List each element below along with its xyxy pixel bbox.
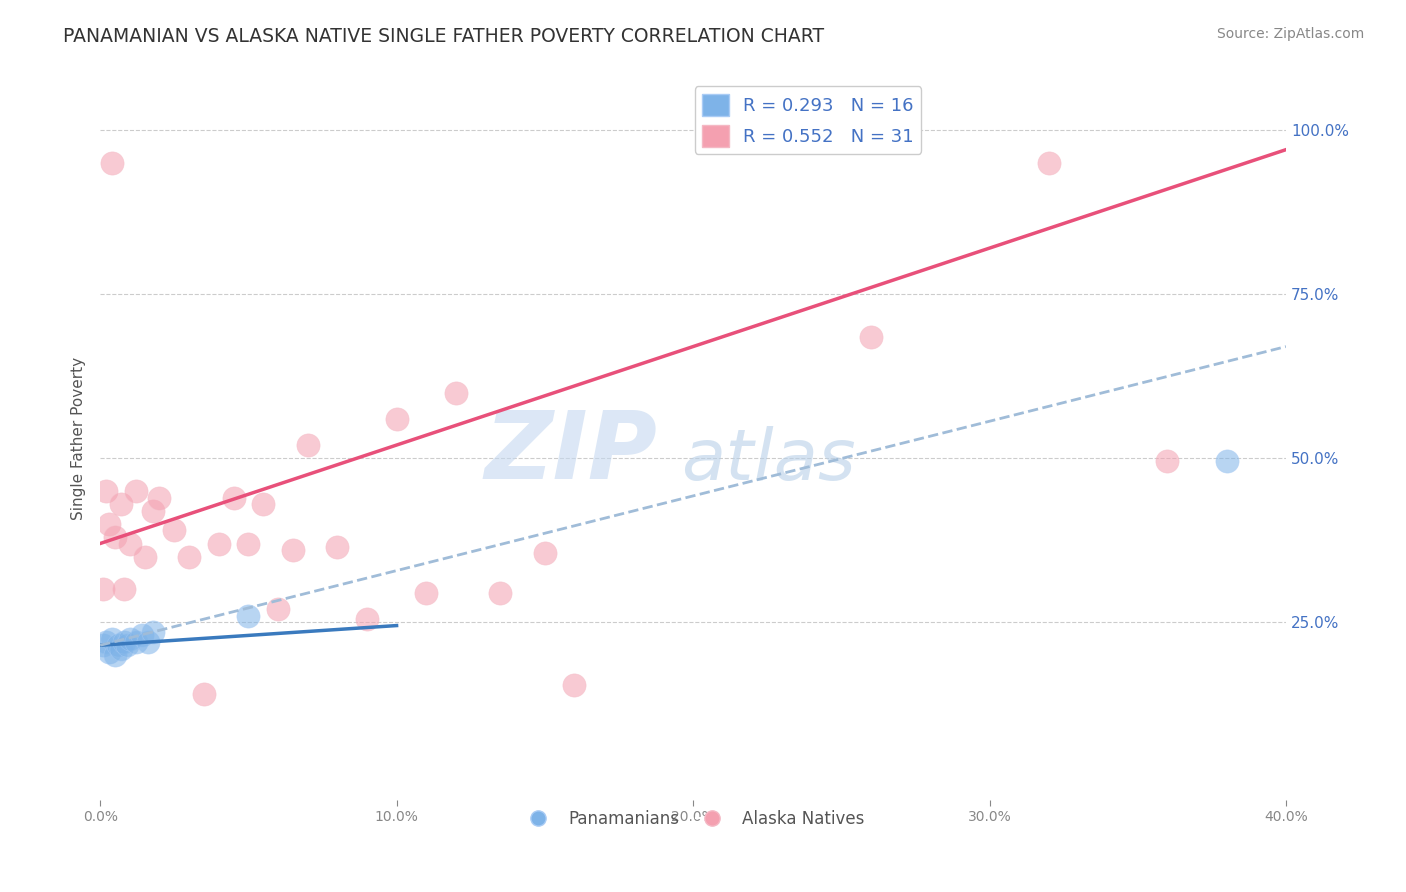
Legend: Panamanians, Alaska Natives: Panamanians, Alaska Natives [515, 803, 872, 835]
Point [101, 155, 124, 169]
Point [564, 678, 586, 692]
Point [415, 586, 437, 600]
Point [193, 688, 215, 702]
Point [98, 516, 121, 531]
Point [104, 648, 127, 662]
Point [1038, 155, 1060, 169]
Point [859, 330, 882, 344]
Point [297, 438, 319, 452]
Text: #c5d8f0: #c5d8f0 [693, 452, 699, 453]
Point [94, 483, 117, 498]
Point [163, 524, 186, 538]
Point [136, 635, 159, 649]
Point [94, 635, 117, 649]
Point [1215, 454, 1237, 468]
Point [326, 540, 349, 554]
Point [238, 608, 260, 623]
Text: atlas: atlas [681, 425, 856, 495]
Point [118, 536, 141, 550]
Point [107, 638, 129, 652]
Point [104, 530, 127, 544]
Point [115, 638, 138, 652]
Point [281, 543, 304, 558]
Point [91, 582, 114, 597]
Point [267, 602, 290, 616]
Text: Source: ZipAtlas.com: Source: ZipAtlas.com [1216, 27, 1364, 41]
Point [356, 612, 378, 626]
Point [1156, 454, 1178, 468]
Point [110, 641, 132, 656]
Point [91, 638, 114, 652]
Y-axis label: Single Father Poverty: Single Father Poverty [72, 357, 86, 520]
Text: PANAMANIAN VS ALASKA NATIVE SINGLE FATHER POVERTY CORRELATION CHART: PANAMANIAN VS ALASKA NATIVE SINGLE FATHE… [63, 27, 824, 45]
Point [238, 536, 260, 550]
Point [148, 491, 170, 505]
Point [252, 497, 274, 511]
Point [177, 549, 200, 564]
Text: ZIP: ZIP [485, 407, 658, 499]
Point [222, 491, 245, 505]
Point [118, 632, 141, 646]
Point [125, 635, 148, 649]
Point [142, 625, 165, 640]
Point [101, 632, 124, 646]
Point [131, 628, 153, 642]
Point [112, 582, 135, 597]
Point [142, 504, 165, 518]
Point [533, 546, 555, 560]
Point [98, 645, 121, 659]
Point [110, 497, 132, 511]
Point [112, 635, 135, 649]
Point [385, 411, 408, 425]
Point [208, 536, 231, 550]
Point [125, 483, 148, 498]
Point [489, 586, 512, 600]
Point [134, 549, 156, 564]
Point [444, 385, 467, 400]
